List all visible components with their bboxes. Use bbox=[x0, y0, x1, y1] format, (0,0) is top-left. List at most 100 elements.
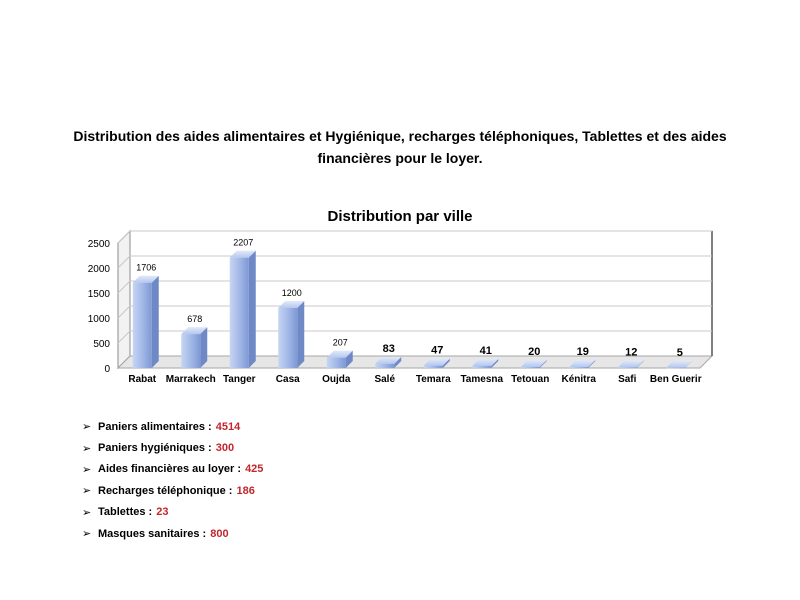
data-label: 207 bbox=[333, 338, 348, 348]
bar-side bbox=[636, 360, 644, 368]
bar-front bbox=[375, 363, 395, 368]
list-item-label: Aides financières au loyer : bbox=[98, 463, 242, 476]
x-tick-label: Tetouan bbox=[511, 374, 549, 385]
x-tick-label: Rabat bbox=[128, 374, 156, 385]
data-label: 1706 bbox=[136, 263, 156, 273]
list-item-label: Paniers hygiéniques : bbox=[98, 442, 212, 455]
bar-side bbox=[442, 358, 450, 368]
bar-front bbox=[520, 367, 540, 368]
list-item-label: Masques sanitaires : bbox=[98, 527, 207, 540]
bar-top bbox=[229, 250, 256, 258]
bar-top bbox=[569, 360, 596, 368]
bar-top bbox=[132, 275, 159, 283]
list-item-value: 186 bbox=[236, 484, 255, 497]
list-item-label: Paniers alimentaires : bbox=[98, 420, 212, 433]
y-tick-label: 2000 bbox=[88, 264, 111, 275]
arrow-right-icon: ➢ bbox=[82, 506, 92, 519]
list-item: ➢ Masques sanitaires : 800 bbox=[82, 523, 263, 544]
bar-front bbox=[472, 365, 492, 368]
list-item-label: Recharges téléphonique : bbox=[98, 484, 233, 497]
arrow-right-icon: ➢ bbox=[82, 442, 92, 455]
chart-side-wall bbox=[117, 229, 131, 370]
bar-top bbox=[423, 358, 450, 366]
x-tick-label: Tamesna bbox=[460, 374, 503, 385]
list-item: ➢ Recharges téléphonique : 186 bbox=[82, 480, 263, 501]
bar-side bbox=[588, 360, 596, 368]
y-tick-label: 500 bbox=[93, 339, 110, 350]
bar-side bbox=[151, 275, 159, 368]
bar bbox=[229, 250, 256, 368]
gridline bbox=[117, 330, 712, 344]
list-item-value: 800 bbox=[210, 527, 229, 540]
bar bbox=[278, 301, 305, 368]
bar bbox=[181, 327, 208, 368]
summary-list: ➢ Paniers alimentaires : 4514 ➢ Paniers … bbox=[82, 416, 263, 544]
data-label: 2207 bbox=[233, 238, 253, 248]
bar-front bbox=[666, 367, 686, 369]
list-item-value: 300 bbox=[215, 442, 235, 455]
document-title-line-2: financières pour le loyer. bbox=[317, 150, 483, 166]
data-label: 83 bbox=[383, 343, 395, 355]
data-label: 1200 bbox=[282, 288, 302, 298]
list-item: ➢ Tablettes : 23 bbox=[82, 502, 263, 523]
bar-top bbox=[326, 350, 353, 358]
bar bbox=[472, 358, 499, 368]
bar-chart: Distribution par ville 0 500 1000 1500 2000 2… bbox=[88, 208, 714, 385]
bar-front bbox=[229, 257, 249, 368]
list-item-label: Tablettes : bbox=[98, 506, 153, 519]
bar bbox=[132, 275, 159, 368]
x-tick-label: Salé bbox=[374, 374, 395, 385]
x-tick-label: Casa bbox=[276, 374, 300, 385]
bar-top bbox=[666, 360, 693, 368]
bar-top bbox=[520, 360, 547, 367]
bar bbox=[423, 358, 450, 368]
bar-front bbox=[617, 367, 637, 368]
bar-side bbox=[200, 327, 208, 368]
x-tick-label: Tanger bbox=[223, 374, 256, 385]
list-item: ➢ Aides financières au loyer : 425 bbox=[82, 459, 263, 480]
bar-front bbox=[569, 367, 589, 368]
chart-back-wall bbox=[129, 230, 713, 357]
x-tick-label: Ben Guerir bbox=[650, 374, 702, 385]
x-tick-label: Temara bbox=[416, 374, 451, 385]
data-label: 19 bbox=[577, 346, 589, 358]
data-label: 20 bbox=[528, 346, 540, 358]
bar-top bbox=[181, 327, 208, 335]
x-tick-label: Marrakech bbox=[166, 374, 216, 385]
list-item: ➢ Paniers hygiéniques : 300 bbox=[82, 437, 263, 458]
arrow-right-icon: ➢ bbox=[82, 485, 92, 498]
bar-front bbox=[278, 308, 298, 368]
gridline bbox=[117, 280, 712, 294]
bar bbox=[520, 360, 547, 368]
bar-top bbox=[472, 358, 499, 366]
document-title: Distribution des aides alimentaires et H… bbox=[60, 125, 740, 169]
y-tick-label: 1500 bbox=[88, 289, 111, 300]
bar bbox=[666, 360, 693, 369]
bar bbox=[326, 350, 353, 368]
x-tick-label: Safi bbox=[618, 374, 637, 385]
bar-top bbox=[375, 356, 402, 364]
bar-side bbox=[394, 356, 402, 368]
bar bbox=[375, 356, 402, 368]
bar-top bbox=[278, 301, 305, 308]
bar-front bbox=[423, 365, 443, 368]
data-label: 678 bbox=[187, 314, 202, 324]
bar bbox=[569, 360, 596, 368]
gridline bbox=[117, 230, 712, 244]
data-label: 5 bbox=[677, 347, 683, 359]
bar-side bbox=[539, 360, 547, 368]
list-item-value: 23 bbox=[156, 506, 169, 519]
gridline bbox=[117, 255, 712, 269]
bar-side bbox=[685, 360, 693, 368]
gridline bbox=[117, 305, 712, 319]
data-label: 47 bbox=[431, 345, 443, 357]
data-label: 41 bbox=[480, 345, 492, 357]
y-tick-label: 1000 bbox=[88, 314, 111, 325]
bar-side bbox=[248, 250, 256, 368]
arrow-right-icon: ➢ bbox=[82, 421, 92, 434]
bar bbox=[617, 360, 644, 368]
bar-side bbox=[345, 350, 353, 368]
bar-front bbox=[181, 334, 201, 368]
y-tick-label: 0 bbox=[104, 364, 110, 375]
y-tick-label: 2500 bbox=[88, 239, 111, 250]
